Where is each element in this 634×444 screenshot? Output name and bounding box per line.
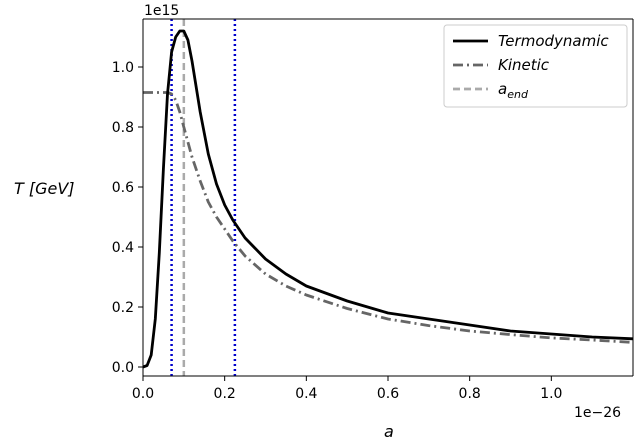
x-tick-label-0: 0.0 <box>132 386 154 402</box>
x-tick-label-3: 0.6 <box>377 386 399 402</box>
y-axis-label: T [GeV] <box>14 179 75 198</box>
series-termodynamic-line <box>143 29 633 369</box>
plot-inner <box>143 19 633 376</box>
x-offset-label: 1e−26 <box>574 405 621 421</box>
legend-label-subscript: end <box>507 88 529 101</box>
x-tick-label-4: 0.8 <box>459 386 481 402</box>
legend: Termodynamic Kinetic aend <box>443 24 628 108</box>
legend-label-main: a <box>498 80 507 98</box>
legend-label-0: Termodynamic <box>498 32 609 50</box>
y-tick-label-1: 0.2 <box>112 300 134 316</box>
plot-area: 0.0 0.2 0.4 0.6 0.8 1.0 0.0 0.2 0.4 0.6 0.8 1.0 <box>112 18 634 402</box>
y-tick-label-5: 1.0 <box>112 60 134 76</box>
series-kinetic-line <box>143 91 633 344</box>
y-tick-label-4: 0.8 <box>112 120 134 136</box>
x-tick-label-5: 1.0 <box>540 386 562 402</box>
x-axis-label: a <box>384 422 394 441</box>
y-tick-label-0: 0.0 <box>112 360 134 376</box>
legend-box <box>443 24 628 108</box>
y-tick-label-3: 0.6 <box>112 180 134 196</box>
y-tick-label-2: 0.4 <box>112 240 134 256</box>
legend-label-1: Kinetic <box>498 56 550 74</box>
x-tick-label-1: 0.2 <box>214 386 236 402</box>
x-tick-label-2: 0.4 <box>295 386 317 402</box>
legend-label-2: aend <box>498 80 529 101</box>
y-offset-label: 1e15 <box>144 3 179 19</box>
